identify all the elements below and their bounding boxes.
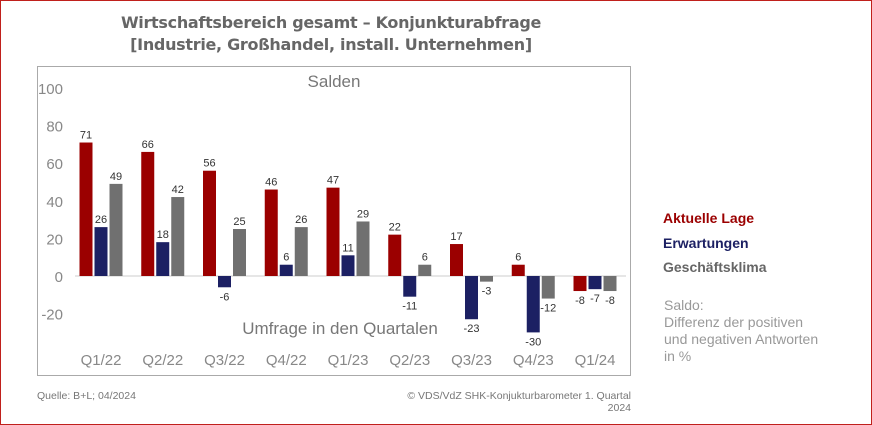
legend-erwartungen: Erwartungen bbox=[663, 235, 749, 251]
chart-subtitle: Salden bbox=[308, 72, 361, 91]
data-label: 11 bbox=[342, 242, 353, 254]
bar-aktuelle-lage bbox=[511, 264, 525, 276]
legend-geschaeftsklima: Geschäftsklima bbox=[663, 259, 767, 275]
plot-frame bbox=[37, 66, 631, 376]
bar-gesch-ftsklima bbox=[233, 229, 246, 276]
data-label: 71 bbox=[80, 130, 92, 142]
saldo-note: Saldo: Differenz der positiven und negat… bbox=[664, 297, 854, 365]
data-label: 6 bbox=[422, 252, 428, 264]
bar-aktuelle-lage bbox=[264, 189, 278, 276]
data-label: 6 bbox=[515, 252, 521, 264]
x-tick-label: Q1/24 bbox=[575, 352, 616, 369]
copyright-note: © VDS/VdZ SHK-Konjukturbarometer 1. Quar… bbox=[407, 390, 631, 414]
x-tick-label: Q1/22 bbox=[81, 352, 122, 369]
bar-gesch-ftsklima bbox=[356, 221, 370, 276]
bar-gesch-ftsklima bbox=[603, 276, 617, 292]
x-tick-label: Q4/22 bbox=[266, 352, 307, 369]
data-label: -12 bbox=[540, 303, 556, 315]
bar-aktuelle-lage bbox=[141, 151, 155, 276]
legend-aktuelle-lage: Aktuelle Lage bbox=[663, 210, 755, 226]
data-label: 26 bbox=[95, 214, 107, 226]
bar-aktuelle-lage bbox=[573, 276, 587, 292]
data-label: -7 bbox=[590, 293, 600, 305]
x-tick-label: Q1/23 bbox=[328, 352, 369, 369]
x-tick-label: Q2/22 bbox=[142, 352, 183, 369]
bar-erwartungen bbox=[218, 276, 231, 288]
y-tick-label: -20 bbox=[41, 307, 63, 324]
bar-gesch-ftsklima bbox=[294, 227, 308, 276]
bar-erwartungen bbox=[156, 242, 170, 276]
y-tick-label: 100 bbox=[38, 81, 63, 98]
bar-erwartungen bbox=[94, 227, 108, 276]
bar-gesch-ftsklima bbox=[541, 276, 555, 299]
chart-title-line1: Wirtschaftsbereich gesamt – Konjunkturab… bbox=[120, 13, 542, 32]
data-label: -3 bbox=[482, 286, 492, 298]
bar-erwartungen bbox=[526, 276, 540, 333]
data-label: 18 bbox=[157, 229, 169, 241]
data-label: 26 bbox=[295, 214, 307, 226]
data-label: 29 bbox=[357, 208, 369, 220]
x-tick-label: Q3/23 bbox=[451, 352, 492, 369]
bar-aktuelle-lage bbox=[326, 187, 340, 276]
data-label: 66 bbox=[142, 139, 154, 151]
data-label: -30 bbox=[525, 336, 541, 348]
bar-gesch-ftsklima bbox=[418, 264, 432, 276]
data-label: 17 bbox=[450, 231, 462, 243]
data-label: -11 bbox=[402, 301, 417, 313]
y-tick-label: 20 bbox=[46, 231, 63, 248]
bar-erwartungen bbox=[403, 276, 417, 297]
x-axis-title: Umfrage in den Quartalen bbox=[242, 319, 438, 338]
bar-erwartungen bbox=[588, 276, 602, 290]
data-label: 46 bbox=[265, 177, 277, 189]
x-tick-label: Q3/22 bbox=[204, 352, 245, 369]
data-label: -6 bbox=[220, 291, 230, 303]
y-tick-label: 40 bbox=[46, 194, 63, 211]
note-line: Differenz der positiven bbox=[664, 314, 804, 330]
bar-gesch-ftsklima bbox=[480, 276, 493, 282]
bar-erwartungen bbox=[341, 255, 355, 276]
data-label: 6 bbox=[283, 252, 289, 264]
source-note: Quelle: B+L; 04/2024 bbox=[37, 390, 136, 402]
note-line: Saldo: bbox=[664, 297, 704, 313]
y-tick-label: 0 bbox=[55, 269, 63, 286]
note-line: in % bbox=[664, 348, 692, 364]
bar-erwartungen bbox=[279, 264, 293, 276]
bar-erwartungen bbox=[465, 276, 478, 320]
data-label: 47 bbox=[327, 175, 339, 187]
note-line: und negativen Antworten bbox=[664, 331, 819, 347]
y-tick-label: 60 bbox=[46, 156, 63, 173]
bar-aktuelle-lage bbox=[203, 170, 216, 276]
bar-gesch-ftsklima bbox=[109, 183, 123, 276]
data-label: 56 bbox=[203, 158, 215, 170]
x-tick-label: Q4/23 bbox=[513, 352, 554, 369]
data-label: 49 bbox=[110, 171, 122, 183]
data-label: 22 bbox=[389, 222, 401, 234]
bar-aktuelle-lage bbox=[79, 142, 93, 276]
chart-title-line2: [Industrie, Großhandel, install. Unterne… bbox=[130, 35, 532, 54]
bar-aktuelle-lage bbox=[450, 244, 463, 276]
data-label: -8 bbox=[605, 295, 615, 307]
data-label: 42 bbox=[172, 184, 184, 196]
data-label: 25 bbox=[233, 216, 245, 228]
data-label: -23 bbox=[464, 323, 480, 335]
bar-aktuelle-lage bbox=[388, 234, 402, 276]
x-tick-label: Q2/23 bbox=[389, 352, 430, 369]
y-tick-label: 80 bbox=[46, 119, 63, 136]
bar-gesch-ftsklima bbox=[171, 197, 185, 276]
data-label: -8 bbox=[575, 295, 585, 307]
